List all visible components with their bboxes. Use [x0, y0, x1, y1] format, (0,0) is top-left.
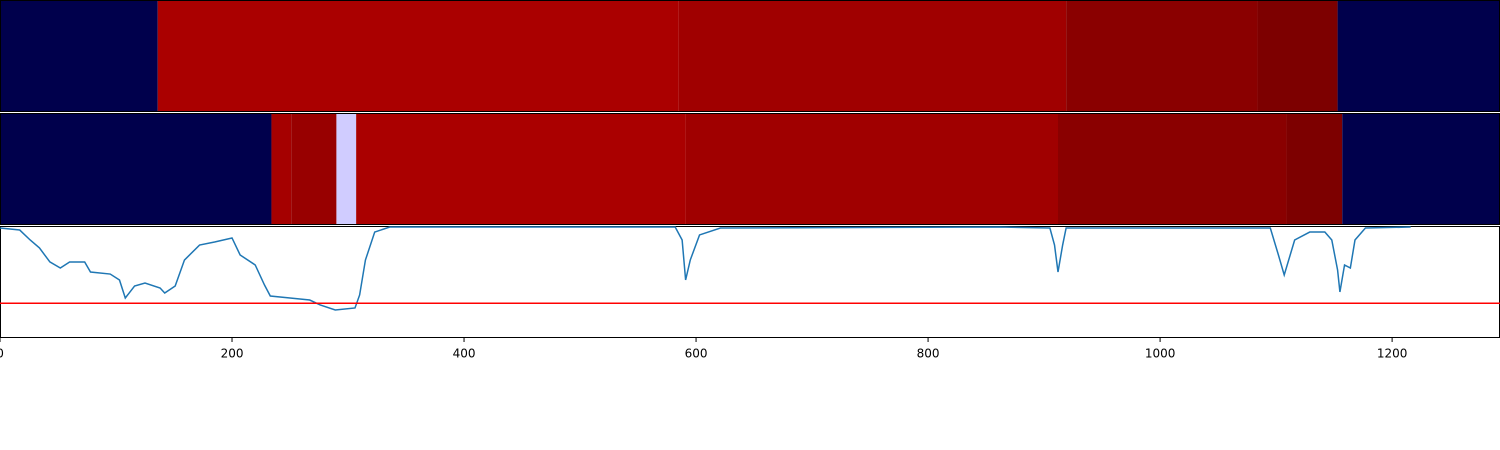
segment	[157, 0, 679, 112]
segment	[291, 113, 337, 225]
segment	[356, 113, 686, 225]
segment	[1257, 0, 1338, 112]
segment	[678, 0, 1067, 112]
x-tick-label: 800	[917, 347, 940, 361]
segment	[271, 113, 292, 225]
x-tick-label: 600	[685, 347, 708, 361]
segment	[0, 113, 272, 225]
segment	[1337, 0, 1500, 112]
segment	[1058, 113, 1287, 225]
segment	[1286, 113, 1343, 225]
segment	[336, 113, 357, 225]
segment	[1066, 0, 1258, 112]
x-tick-label: 400	[453, 347, 476, 361]
x-tick-label: 200	[221, 347, 244, 361]
x-tick-label: 0	[0, 347, 4, 361]
x-tick-label: 1200	[1377, 347, 1408, 361]
segment	[685, 113, 1059, 225]
segment	[1342, 113, 1500, 225]
x-tick-label: 1000	[1145, 347, 1176, 361]
line	[0, 226, 1411, 311]
segment	[0, 0, 158, 112]
